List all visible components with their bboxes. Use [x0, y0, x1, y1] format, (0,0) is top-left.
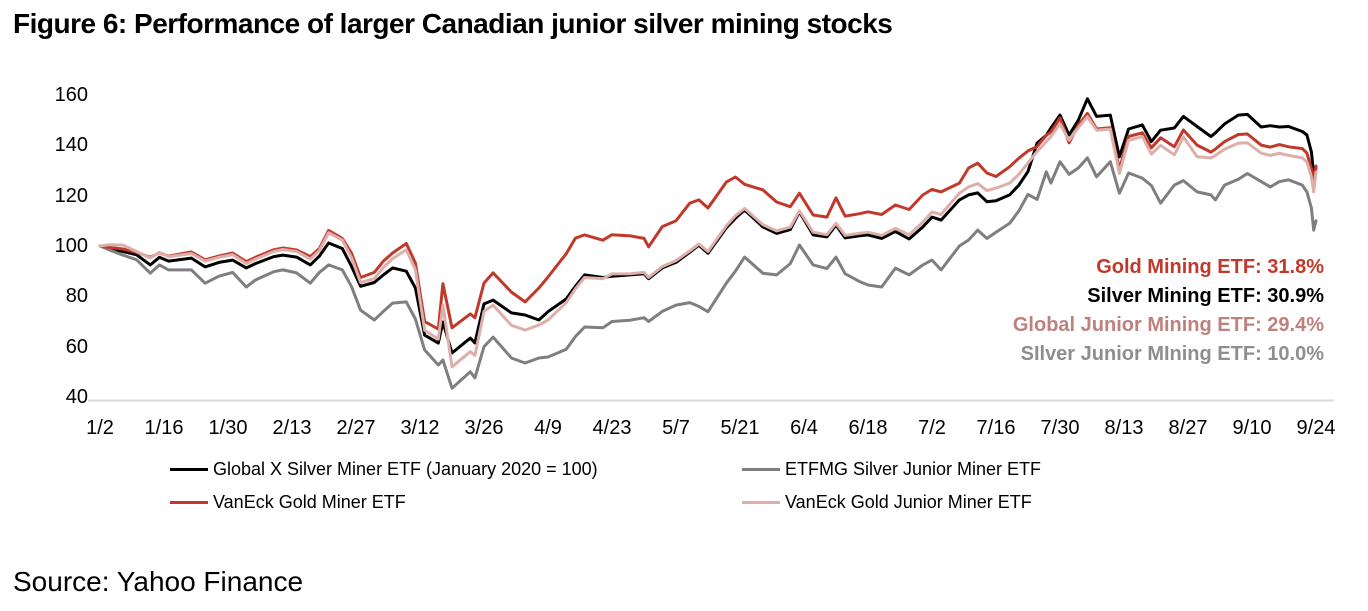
- y-tick-40: 40: [65, 386, 88, 408]
- series-line-vaneck-gold-miner-etf: [98, 111, 1318, 331]
- legend-item-3: VanEck Gold Junior Miner ETF: [742, 492, 1041, 513]
- legend-item-1: ETFMG Silver Junior Miner ETF: [742, 459, 1041, 480]
- x-tick-1-16: 1/16: [144, 417, 184, 439]
- x-tick-6-18: 6/18: [848, 417, 888, 439]
- legend-swatch-icon: [742, 500, 780, 505]
- legend-label: Global X Silver Miner ETF (January 2020 …: [213, 459, 598, 479]
- series-return-annotations: Gold Mining ETF: 31.8% Silver Mining ETF:…: [1013, 253, 1324, 369]
- legend-swatch-icon: [742, 467, 780, 472]
- legend-item-2: VanEck Gold Miner ETF: [170, 492, 742, 513]
- legend-item-0: Global X Silver Miner ETF (January 2020 …: [170, 459, 742, 480]
- x-tick-4-9: 4/9: [534, 417, 562, 439]
- x-tick-2-27: 2/27: [336, 417, 376, 439]
- x-tick-1-2: 1/2: [86, 417, 114, 439]
- y-tick-140: 140: [54, 134, 88, 157]
- y-tick-100: 100: [54, 235, 88, 257]
- chart-legend: Global X Silver Miner ETF (January 2020 …: [170, 459, 1041, 513]
- x-tick-5-21: 5/21: [720, 417, 760, 439]
- y-tick-160: 160: [54, 84, 88, 106]
- y-tick-80: 80: [65, 285, 88, 308]
- chart-title: Figure 6: Performance of larger Canadian…: [13, 8, 893, 39]
- annotation-line-1: Silver Mining ETF: 30.9%: [1087, 285, 1324, 307]
- x-tick-1-30: 1/30: [208, 417, 248, 439]
- annotation-line-0: Gold Mining ETF: 31.8%: [1096, 256, 1324, 278]
- series-line-vaneck-gold-junior-miner-etf: [98, 115, 1318, 369]
- x-tick-8-13: 8/13: [1104, 417, 1144, 439]
- x-tick-8-27: 8/27: [1168, 417, 1208, 439]
- source-note: Source: Yahoo Finance: [13, 566, 304, 597]
- series-line-etfmg-silver-junior-miner-etf: [98, 156, 1318, 390]
- legend-swatch-icon: [170, 467, 208, 472]
- x-tick-9-24: 9/24: [1296, 417, 1336, 439]
- x-tick-3-26: 3/26: [464, 417, 504, 439]
- legend-swatch-icon: [170, 500, 208, 505]
- y-tick-120: 120: [54, 184, 88, 207]
- x-tick-6-4: 6/4: [790, 417, 818, 439]
- legend-label: VanEck Gold Miner ETF: [213, 492, 406, 512]
- x-tick-3-12: 3/12: [400, 417, 440, 439]
- x-tick-7-30: 7/30: [1040, 417, 1080, 439]
- annotation-line-3: SIlver Junior MIning ETF: 10.0%: [1020, 343, 1324, 365]
- x-tick-7-2: 7/2: [918, 417, 946, 439]
- x-tick-4-23: 4/23: [592, 417, 632, 439]
- x-tick-9-10: 9/10: [1232, 417, 1272, 439]
- annotation-line-2: Global Junior Mining ETF: 29.4%: [1012, 314, 1324, 336]
- x-tick-5-7: 5/7: [662, 417, 690, 439]
- x-tick-7-16: 7/16: [976, 417, 1016, 439]
- legend-label: ETFMG Silver Junior Miner ETF: [785, 459, 1042, 479]
- legend-label: VanEck Gold Junior Miner ETF: [785, 492, 1032, 512]
- x-tick-2-13: 2/13: [272, 417, 312, 439]
- y-tick-60: 60: [65, 335, 88, 358]
